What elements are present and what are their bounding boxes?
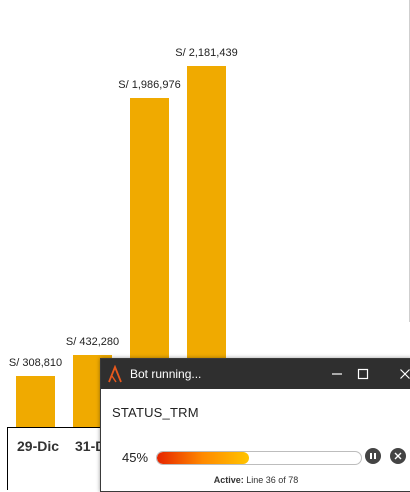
- progress-bar: [156, 451, 362, 465]
- active-line-detail: Line 36 of 78: [246, 475, 299, 485]
- category-label: 31-D: [75, 438, 106, 454]
- x-axis-line: [7, 427, 102, 428]
- bar-data-label: S/ 1,986,976: [118, 79, 181, 91]
- chart-bar: [16, 376, 55, 427]
- bar-data-label: S/ 432,280: [65, 336, 120, 348]
- active-line-status: Active: Line 36 of 78: [101, 475, 410, 485]
- category-label: 29-Dic: [17, 438, 60, 454]
- stop-icon: [394, 452, 402, 460]
- progress-percent: 45%: [122, 450, 149, 465]
- minimize-button[interactable]: [319, 359, 355, 389]
- stop-button[interactable]: [390, 448, 406, 464]
- window-title: Bot running...: [130, 367, 202, 381]
- status-text: STATUS_TRM: [112, 405, 199, 420]
- bot-running-window: Bot running... STATUS_TRM 45% Active: Li…: [100, 358, 410, 492]
- progress-bar-fill: [157, 452, 249, 464]
- maximize-button[interactable]: [345, 359, 381, 389]
- minimize-icon: [332, 373, 342, 375]
- x-axis-left-border: [7, 427, 8, 490]
- pause-icon: [370, 453, 376, 459]
- window-titlebar[interactable]: Bot running...: [101, 359, 410, 389]
- active-label: Active:: [213, 475, 244, 485]
- close-button[interactable]: [387, 359, 410, 389]
- bar-data-label: S/ 2,181,439: [175, 47, 238, 59]
- bar-data-label: S/ 308,810: [8, 357, 63, 369]
- pause-button[interactable]: [365, 448, 381, 464]
- close-icon: [400, 369, 410, 379]
- maximize-icon: [357, 368, 369, 380]
- app-logo-icon: [108, 365, 122, 383]
